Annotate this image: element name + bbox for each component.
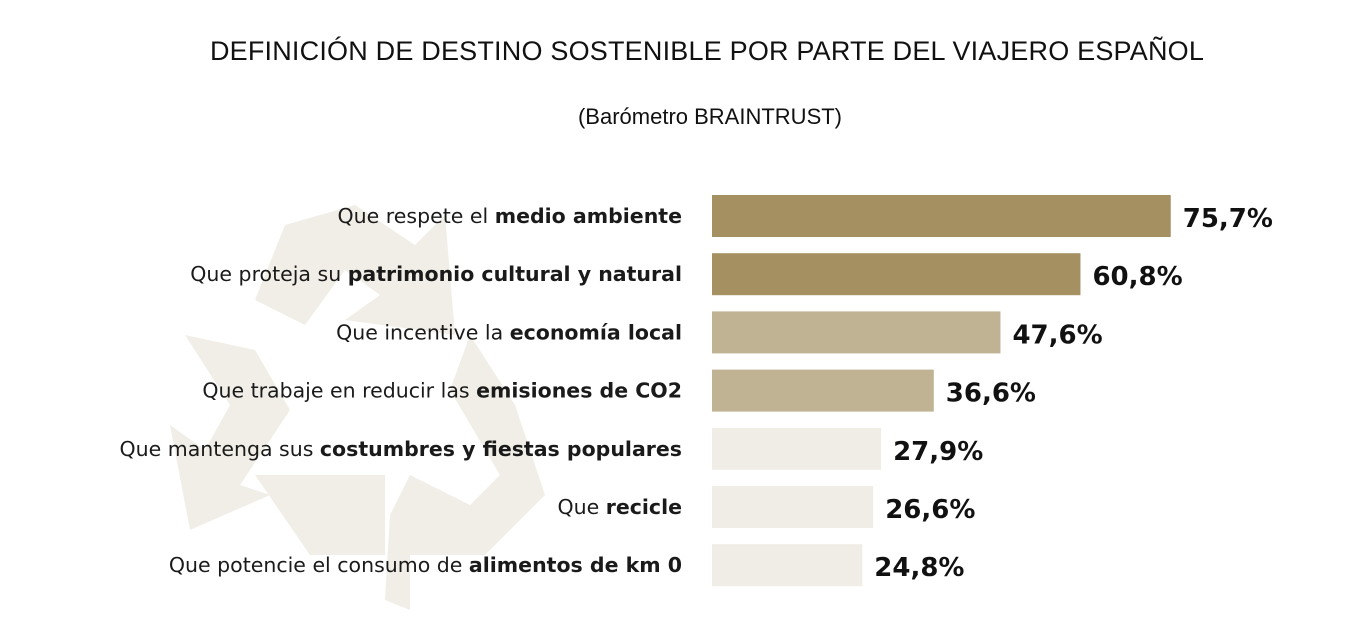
chart-subtitle: (Barómetro BRAINTRUST) — [577, 104, 843, 129]
value-label-4: 36,6% — [946, 379, 1036, 409]
category-label-bold-text: alimentos de km 0 — [469, 553, 682, 577]
category-label-bold-text: emisiones de CO2 — [476, 379, 682, 403]
category-label-text: Que potencie el consumo de — [169, 553, 469, 577]
category-label-1: Que respete el medio ambiente — [338, 204, 682, 228]
value-label-5: 27,9% — [893, 437, 983, 467]
value-label-7: 24,8% — [874, 553, 964, 583]
category-label-text: Que incentive la — [336, 320, 510, 344]
category-label-text: Que proteja su — [190, 262, 347, 286]
category-label-3: Que incentive la economía local — [336, 320, 682, 344]
category-label-bold-text: recicle — [606, 495, 682, 519]
chart-title: DEFINICIÓN DE DESTINO SOSTENIBLE POR PAR… — [209, 36, 1205, 66]
category-label-4: Que trabaje en reducir las emisiones de … — [202, 379, 682, 403]
value-label-1: 75,7% — [1183, 204, 1273, 234]
value-label-6: 26,6% — [885, 495, 975, 525]
category-label-text: Que trabaje en reducir las — [202, 379, 476, 403]
recycle-icon — [170, 205, 545, 610]
category-label-text: Que mantenga sus — [120, 437, 320, 461]
value-label-3: 47,6% — [1012, 320, 1102, 350]
bar-3 — [712, 311, 1001, 354]
bar-4 — [712, 369, 934, 412]
bar-2 — [712, 253, 1081, 296]
category-label-6: Que recicle — [557, 495, 682, 519]
category-label-text: Que — [557, 495, 605, 519]
category-label-bold-text: costumbres y fiestas populares — [320, 437, 682, 461]
bar-6 — [712, 486, 874, 528]
bar-5 — [712, 427, 882, 470]
category-label-text: Que respete el — [338, 204, 495, 228]
category-label-2: Que proteja su patrimonio cultural y nat… — [190, 262, 682, 286]
category-label-bold-text: economía local — [510, 320, 682, 344]
bar-7 — [712, 544, 863, 587]
category-label-7: Que potencie el consumo de alimentos de … — [169, 553, 682, 577]
category-label-bold-text: medio ambiente — [495, 204, 682, 228]
value-label-2: 60,8% — [1092, 262, 1182, 292]
category-label-bold-text: patrimonio cultural y natural — [348, 262, 682, 286]
bar-1 — [712, 195, 1171, 237]
category-label-5: Que mantenga sus costumbres y fiestas po… — [120, 437, 682, 461]
